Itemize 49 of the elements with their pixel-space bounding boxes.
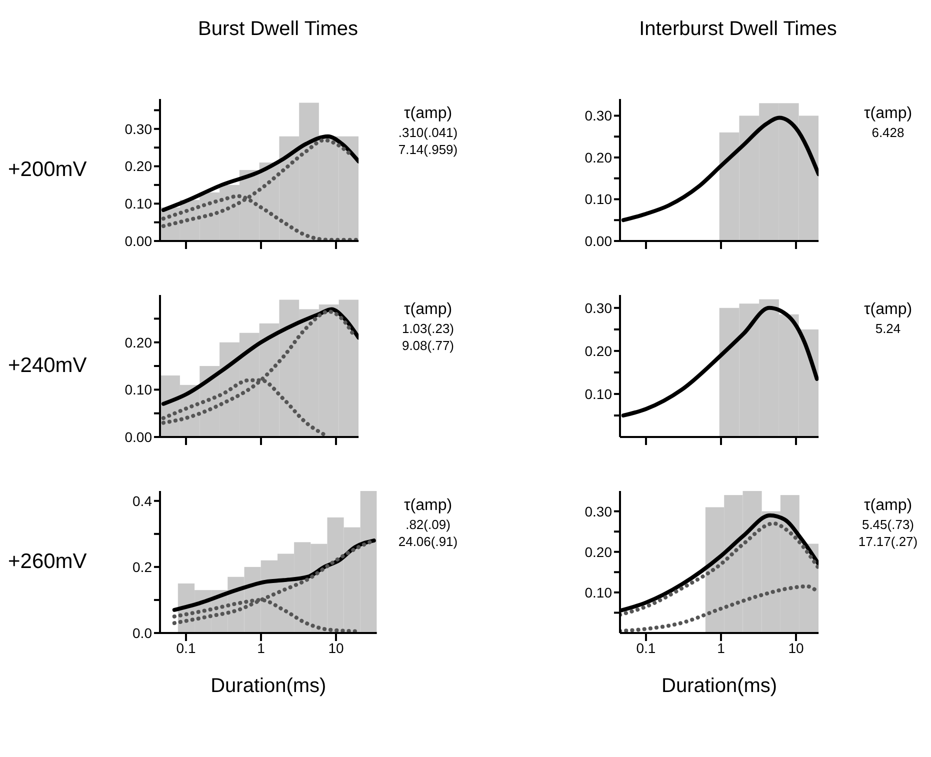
y-tick-label: 0.10 [584,584,612,600]
text: τ(amp) [862,105,914,123]
y-tick-label: 0.30 [584,300,612,316]
y-tick-label: 0.4 [132,492,152,509]
text: τ(amp) [862,301,914,319]
y-tick-label: 0.30 [124,120,152,137]
x-tick-label: 0.1 [176,640,196,656]
y-tick-label: 0.00 [124,232,152,249]
chart-title: Burst Dwell Times [196,18,360,41]
chart-title: Interburst Dwell Times [638,18,838,41]
text: τ(amp) [402,301,454,319]
y-tick-label: 0.2 [132,558,152,575]
x-tick-label: 1 [257,640,266,656]
text: .82(.09) [404,517,452,532]
text: 5.45(.73) [860,517,916,532]
x-tick-label: 1 [717,640,726,656]
text: τ(amp) [862,497,914,515]
y-tick-label: 0.00 [124,428,152,445]
text: 7.14(.959) [397,142,459,157]
y-tick-label: 0.20 [584,544,612,560]
y-axis-title: +200mV [8,157,88,182]
text: .310(.041) [397,125,459,140]
text: 5.24 [874,321,902,336]
y-tick-label: 0.20 [124,334,152,350]
x-tick-label: 10 [788,640,804,656]
x-axis-title: Duration(ms) [210,675,328,698]
x-axis-title: Duration(ms) [660,675,778,698]
text: τ(amp) [402,497,454,515]
y-tick-label: 0.10 [124,382,152,398]
y-axis-title: +260mV [8,549,88,574]
x-tick-label: 10 [328,640,344,656]
y-tick-label: 0.10 [584,386,612,402]
y-tick-label: 0.30 [584,503,612,520]
x-tick-label: 0.1 [636,640,656,656]
y-tick-label: 0.10 [124,196,152,212]
y-tick-label: 0.10 [584,191,612,208]
text: 17.17(.27) [857,534,919,549]
y-tick-label: 0.0 [132,624,152,641]
y-tick-label: 0.20 [584,342,612,359]
y-tick-label: 0.20 [584,149,612,166]
y-tick-label: 0.30 [584,108,612,124]
text: τ(amp) [402,105,454,123]
text: 1.03(.23) [400,321,456,336]
text: 6.428 [870,125,906,140]
y-axis-title: +240mV [8,353,88,378]
y-tick-label: 0.20 [124,158,152,174]
y-tick-label: 0.00 [584,232,612,249]
text: 24.06(.91) [397,534,459,549]
text: 9.08(.77) [400,338,456,353]
